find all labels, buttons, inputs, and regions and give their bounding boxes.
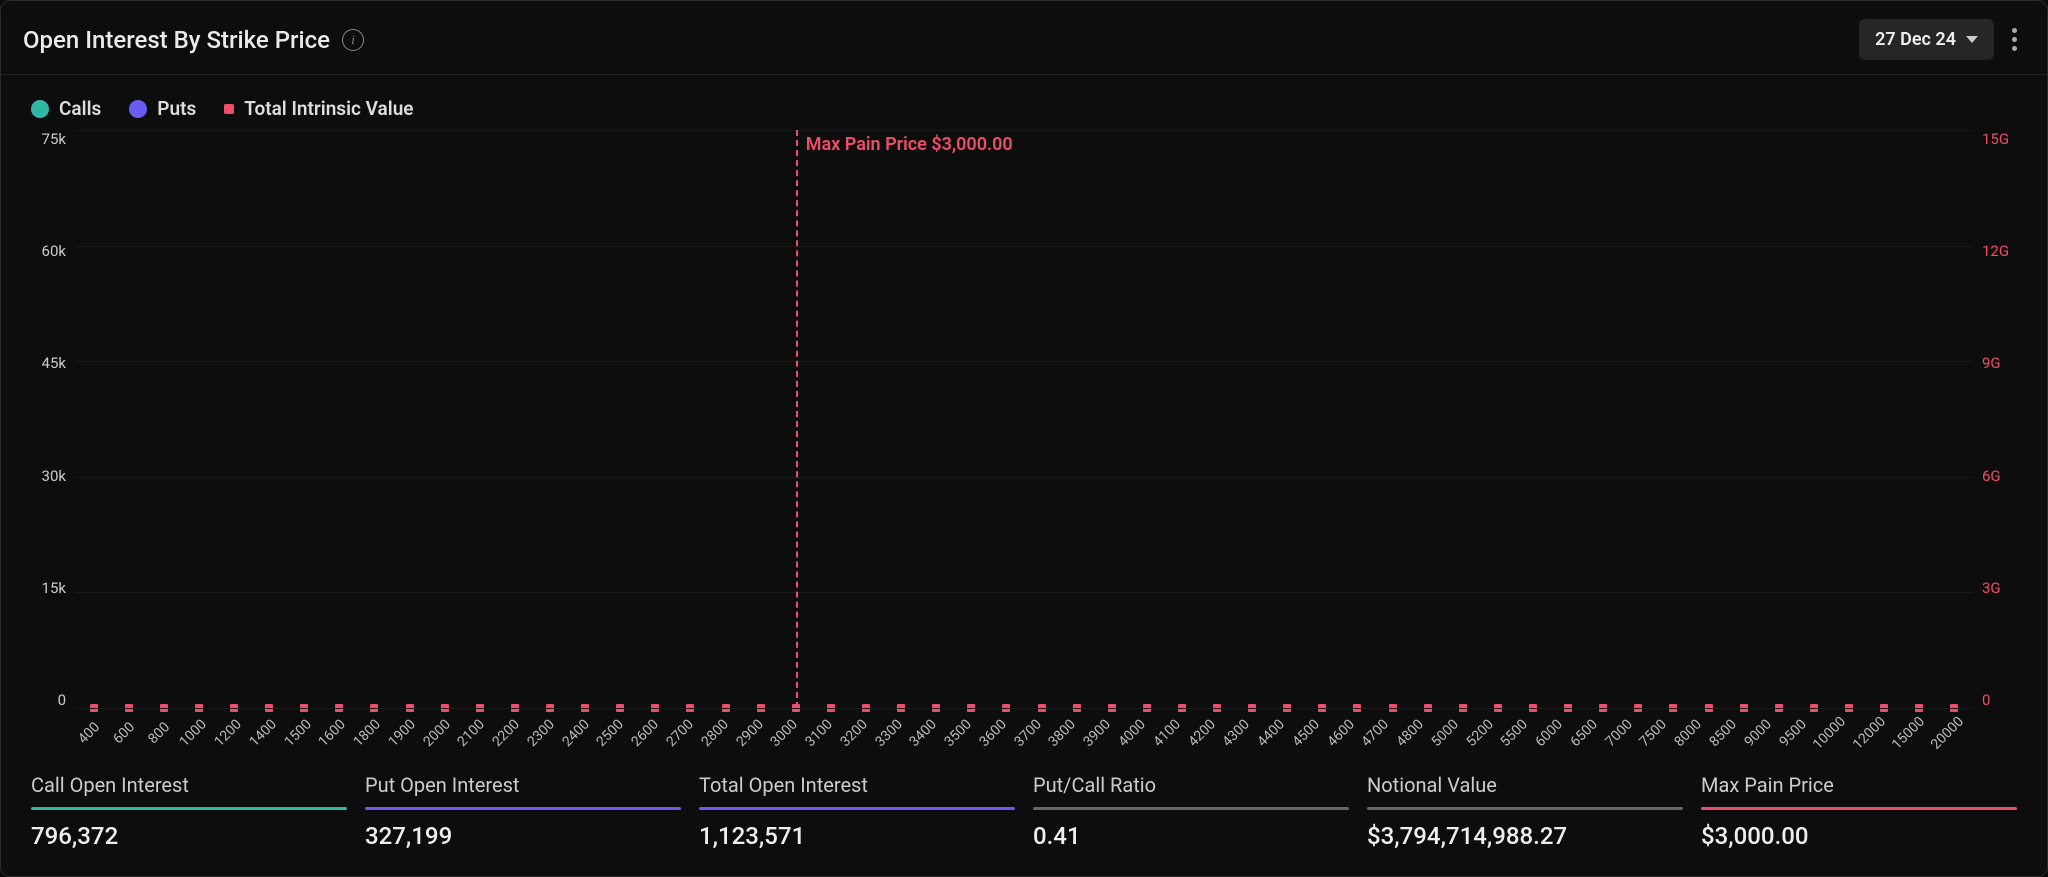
- stat-label: Put Open Interest: [365, 773, 681, 797]
- y-right-tick: 3G: [1982, 579, 2027, 597]
- stat-card: Put/Call Ratio 0.41: [1033, 773, 1349, 850]
- date-selected: 27 Dec 24: [1875, 29, 1956, 50]
- y-left-tick: 75k: [21, 130, 66, 148]
- stat-accent-bar: [31, 807, 347, 810]
- panel-header: Open Interest By Strike Price i 27 Dec 2…: [1, 1, 2047, 75]
- stat-card: Max Pain Price $3,000.00: [1701, 773, 2017, 850]
- stat-value: 0.41: [1033, 822, 1349, 850]
- stat-accent-bar: [1701, 807, 2017, 810]
- chart-area: 75k 60k 45k 30k 15k 0 15G 12G 9G 6G 3G 0 Max Pain …: [21, 130, 2027, 749]
- stat-card: Total Open Interest 1,123,571: [699, 773, 1015, 850]
- chart-plot[interactable]: Max Pain Price $3,000.00: [76, 130, 1972, 709]
- stat-accent-bar: [365, 807, 681, 810]
- more-menu-icon[interactable]: [2004, 20, 2025, 59]
- stat-value: $3,000.00: [1701, 822, 2017, 850]
- panel-title: Open Interest By Strike Price: [23, 26, 330, 54]
- y-axis-left: 75k 60k 45k 30k 15k 0: [21, 130, 66, 709]
- stat-accent-bar: [1033, 807, 1349, 810]
- stat-card: Call Open Interest 796,372: [31, 773, 347, 850]
- y-left-tick: 15k: [21, 579, 66, 597]
- date-picker[interactable]: 27 Dec 24: [1859, 19, 1994, 60]
- y-left-tick: 60k: [21, 242, 66, 260]
- stat-value: 796,372: [31, 822, 347, 850]
- intrinsic-swatch: [224, 104, 234, 114]
- oi-panel: Open Interest By Strike Price i 27 Dec 2…: [0, 0, 2048, 877]
- y-right-tick: 15G: [1982, 130, 2027, 148]
- stat-card: Put Open Interest 327,199: [365, 773, 681, 850]
- y-axis-right: 15G 12G 9G 6G 3G 0: [1982, 130, 2027, 709]
- stat-label: Notional Value: [1367, 773, 1683, 797]
- stat-accent-bar: [1367, 807, 1683, 810]
- stat-value: 327,199: [365, 822, 681, 850]
- bars-container: [76, 130, 1972, 708]
- max-pain-line: [796, 130, 798, 708]
- y-right-tick: 6G: [1982, 467, 2027, 485]
- stat-accent-bar: [699, 807, 1015, 810]
- chevron-down-icon: [1966, 36, 1978, 43]
- stat-label: Total Open Interest: [699, 773, 1015, 797]
- max-pain-label: Max Pain Price $3,000.00: [806, 134, 1013, 155]
- y-right-tick: 12G: [1982, 242, 2027, 260]
- x-axis: 4006008001000120014001500160018001900200…: [76, 709, 1972, 749]
- stat-value: $3,794,714,988.27: [1367, 822, 1683, 850]
- puts-swatch: [129, 100, 147, 118]
- stat-label: Call Open Interest: [31, 773, 347, 797]
- y-left-tick: 30k: [21, 467, 66, 485]
- legend-calls[interactable]: Calls: [31, 97, 101, 120]
- chart-legend: Calls Puts Total Intrinsic Value: [1, 75, 2047, 130]
- y-left-tick: 45k: [21, 354, 66, 372]
- stat-card: Notional Value $3,794,714,988.27: [1367, 773, 1683, 850]
- legend-intrinsic[interactable]: Total Intrinsic Value: [224, 97, 413, 120]
- stat-value: 1,123,571: [699, 822, 1015, 850]
- y-left-tick: 0: [21, 691, 66, 709]
- stat-label: Put/Call Ratio: [1033, 773, 1349, 797]
- info-icon[interactable]: i: [342, 29, 364, 51]
- calls-swatch: [31, 100, 49, 118]
- legend-puts[interactable]: Puts: [129, 97, 196, 120]
- stat-label: Max Pain Price: [1701, 773, 2017, 797]
- y-right-tick: 9G: [1982, 354, 2027, 372]
- y-right-tick: 0: [1982, 691, 2027, 709]
